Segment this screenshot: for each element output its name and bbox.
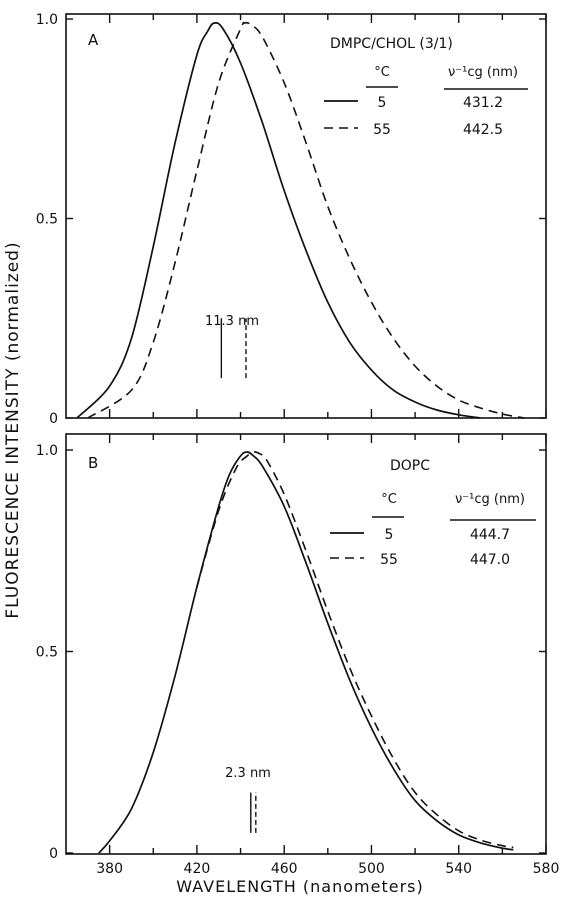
panel-b-sample-title: DOPC bbox=[390, 458, 430, 474]
panel-a-legend-temp-55c: 55 bbox=[373, 122, 391, 138]
panel-b-shift-annotation: 2.3 nm bbox=[225, 766, 271, 781]
panel-a-curve-5c bbox=[76, 22, 481, 419]
panel-a-temp-header: °C bbox=[374, 65, 390, 80]
xtick-label-380: 380 bbox=[96, 861, 123, 877]
panel-a-sample-title: DMPC/CHOL (3/1) bbox=[330, 36, 453, 52]
panel-a-shift-annotation: 11.3 nm bbox=[205, 314, 259, 329]
panel-a-curve-55c bbox=[87, 21, 525, 419]
panel-b-ytick-label-2: 1.0 bbox=[36, 443, 58, 459]
panel-b-legend-center-5c: 444.7 bbox=[470, 527, 510, 543]
panel-b-ytick-label-1: 0.5 bbox=[36, 645, 58, 661]
xtick-label-460: 460 bbox=[271, 861, 298, 877]
panel-a-ytick-label-1: 0.5 bbox=[36, 212, 58, 228]
xtick-label-540: 540 bbox=[445, 861, 472, 877]
panel-b-legend-temp-55c: 55 bbox=[380, 552, 398, 568]
panel-b-legend-temp-5c: 5 bbox=[385, 527, 394, 543]
xtick-label-420: 420 bbox=[184, 861, 211, 877]
panel-b-ticks: 0 0.5 1.0 380 420 460 500 540 580 bbox=[36, 434, 560, 877]
xtick-label-500: 500 bbox=[358, 861, 385, 877]
panel-b-curve-5c bbox=[98, 451, 514, 854]
y-axis-label: FLUORESCENCE INTENSITY (normalized) bbox=[3, 241, 23, 618]
panel-a-legend-center-5c: 431.2 bbox=[463, 95, 503, 111]
panel-a-frame bbox=[65, 13, 547, 419]
panel-b-curve-55c bbox=[196, 451, 514, 849]
panel-b: B DOPC °C ν⁻¹cg (nm) 5 444.7 55 447.0 2.… bbox=[36, 433, 560, 877]
panel-a-curves bbox=[76, 21, 525, 419]
x-axis-label: WAVELENGTH (nanometers) bbox=[176, 877, 423, 896]
panel-a-legend-temp-5c: 5 bbox=[378, 95, 387, 111]
panel-a-ytick-label-2: 1.0 bbox=[36, 12, 58, 28]
panel-a-ticks: 0 0.5 1.0 bbox=[36, 12, 547, 427]
panel-b-curves bbox=[98, 451, 514, 854]
panel-b-legend-center-55c: 447.0 bbox=[470, 552, 510, 568]
panel-a-center-header: ν⁻¹cg (nm) bbox=[448, 65, 518, 80]
panel-b-temp-header: °C bbox=[381, 492, 397, 507]
xtick-label-580: 580 bbox=[533, 861, 560, 877]
panel-b-center-header: ν⁻¹cg (nm) bbox=[455, 492, 525, 507]
panel-a-ytick-label-0: 0 bbox=[49, 411, 58, 427]
panel-a-label: A bbox=[88, 31, 99, 49]
panel-a-legend: °C ν⁻¹cg (nm) 5 431.2 55 442.5 bbox=[324, 65, 528, 138]
panel-b-ytick-label-0: 0 bbox=[49, 846, 58, 862]
panel-b-label: B bbox=[88, 454, 98, 472]
panel-a-legend-center-55c: 442.5 bbox=[463, 122, 503, 138]
panel-a: A DMPC/CHOL (3/1) °C ν⁻¹cg (nm) 5 431.2 … bbox=[36, 12, 547, 427]
panel-b-legend: °C ν⁻¹cg (nm) 5 444.7 55 447.0 bbox=[330, 492, 536, 568]
panel-b-frame bbox=[65, 433, 547, 855]
